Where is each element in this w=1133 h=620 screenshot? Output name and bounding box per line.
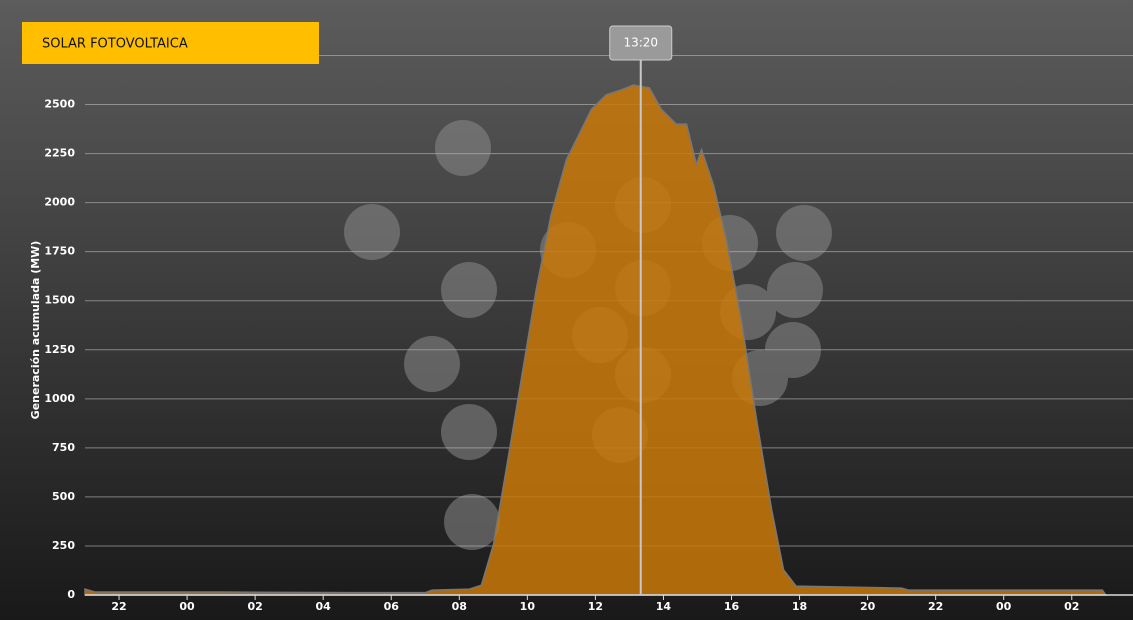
y-tick-label: 750	[52, 441, 75, 454]
y-tick-label: 2500	[44, 98, 75, 111]
x-tick-label: 00	[179, 600, 195, 613]
y-tick-label: 1750	[44, 245, 75, 258]
x-tick-label: 02	[247, 600, 262, 613]
x-tick-label: 16	[724, 600, 740, 613]
x-tick-label: 08	[452, 600, 467, 613]
x-tick-label: 00	[996, 600, 1012, 613]
x-tick-label: 20	[860, 600, 876, 613]
title-box	[22, 22, 319, 64]
y-tick-label: 250	[52, 539, 75, 552]
y-tick-label: 1000	[44, 392, 75, 405]
x-tick-label: 12	[588, 600, 603, 613]
x-tick-label: 14	[656, 600, 672, 613]
y-tick-label: 1500	[44, 294, 75, 307]
x-tick-label: 06	[384, 600, 400, 613]
y-tick-label: 500	[52, 490, 75, 503]
y-tick-label: 2000	[44, 196, 75, 209]
x-tick-label: 22	[928, 600, 943, 613]
chart-title: SOLAR FOTOVOLTAICA	[42, 37, 188, 52]
cursor-box	[609, 25, 673, 61]
y-tick-label: 2250	[44, 147, 75, 160]
x-tick-label: 02	[1064, 600, 1079, 613]
y-tick-label: 0	[67, 588, 75, 601]
x-tick-label: 18	[792, 600, 807, 613]
y-axis-label: Generación acumulada (MW)	[29, 241, 42, 420]
cursor-label: 13:20	[623, 36, 658, 50]
x-tick-label: 10	[520, 600, 536, 613]
x-tick-label: 22	[111, 600, 126, 613]
x-tick-label: 04	[316, 600, 332, 613]
y-tick-label: 1250	[44, 343, 75, 356]
